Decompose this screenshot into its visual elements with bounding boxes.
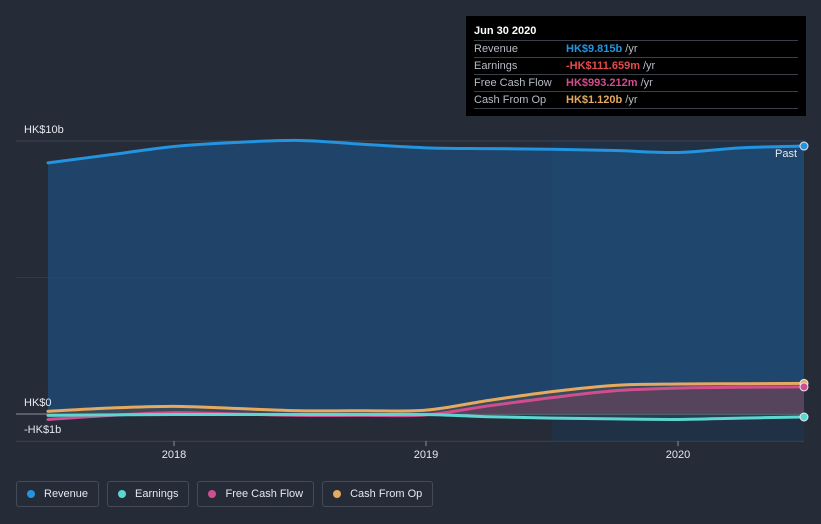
tooltip: Jun 30 2020 Revenue HK$9.815b /yr Earnin… — [466, 16, 806, 116]
y-label-bottom: -HK$1b — [24, 424, 61, 436]
legend-dot-icon — [27, 490, 35, 498]
x-axis-ticks: 2018 2019 2020 — [162, 441, 690, 461]
area-revenue — [48, 140, 804, 414]
endpoint-free-cash-flow — [799, 382, 809, 392]
endpoint-earnings — [799, 412, 809, 422]
tooltip-date: Jun 30 2020 — [474, 25, 537, 37]
series-areas — [48, 140, 804, 420]
legend-label: Free Cash Flow — [225, 488, 304, 500]
tooltip-row-free-cash-flow: Free Cash Flow HK$993.212m /yr — [474, 74, 798, 91]
legend-dot-icon — [333, 490, 342, 498]
legend-label: Cash From Op — [350, 488, 423, 500]
tooltip-value: HK$993.212m — [566, 77, 638, 89]
past-label: Past — [775, 148, 797, 160]
tooltip-unit: /yr — [625, 43, 638, 55]
x-tick-label: 2020 — [666, 449, 690, 461]
tooltip-unit: /yr — [643, 60, 656, 72]
legend-item-free-cash-flow[interactable]: Free Cash Flow — [197, 481, 315, 507]
line-cash-from-op — [46, 381, 806, 413]
y-label-top: HK$10b — [24, 124, 64, 136]
tooltip-row-revenue: Revenue HK$9.815b /yr — [474, 40, 798, 57]
series-lines — [46, 138, 806, 421]
line-earnings — [46, 412, 806, 421]
endpoint-revenue — [799, 141, 809, 151]
tooltip-row-cash-from-op: Cash From Op HK$1.120b /yr — [474, 91, 798, 109]
tooltip-unit: /yr — [625, 94, 638, 106]
legend-label: Earnings — [135, 488, 179, 500]
legend-item-revenue[interactable]: Revenue — [16, 481, 100, 507]
tooltip-value: -HK$111.659m — [566, 60, 640, 72]
y-label-zero: HK$0 — [24, 397, 52, 409]
tooltip-value: HK$9.815b — [566, 43, 623, 55]
x-tick-label: 2019 — [414, 449, 438, 461]
legend-label: Revenue — [44, 488, 89, 500]
tooltip-label: Revenue — [474, 43, 519, 55]
tooltip-label: Free Cash Flow — [474, 77, 552, 89]
tooltip-label: Cash From Op — [474, 94, 547, 106]
tooltip-label: Earnings — [474, 60, 518, 72]
area-free-cash-flow — [48, 386, 804, 420]
tooltip-row-earnings: Earnings -HK$111.659m /yr — [474, 57, 798, 74]
legend-dot-icon — [118, 490, 127, 498]
legend-dot-icon — [208, 490, 217, 498]
line-revenue — [46, 138, 806, 165]
tooltip-value: HK$1.120b — [566, 94, 623, 106]
legend-item-earnings[interactable]: Earnings — [107, 481, 190, 507]
legend-item-cash-from-op[interactable]: Cash From Op — [322, 481, 434, 507]
series-endpoints — [799, 141, 809, 422]
legend: Revenue Earnings Free Cash Flow Cash Fro… — [16, 481, 434, 507]
tooltip-unit: /yr — [640, 77, 653, 89]
x-tick-label: 2018 — [162, 449, 186, 461]
